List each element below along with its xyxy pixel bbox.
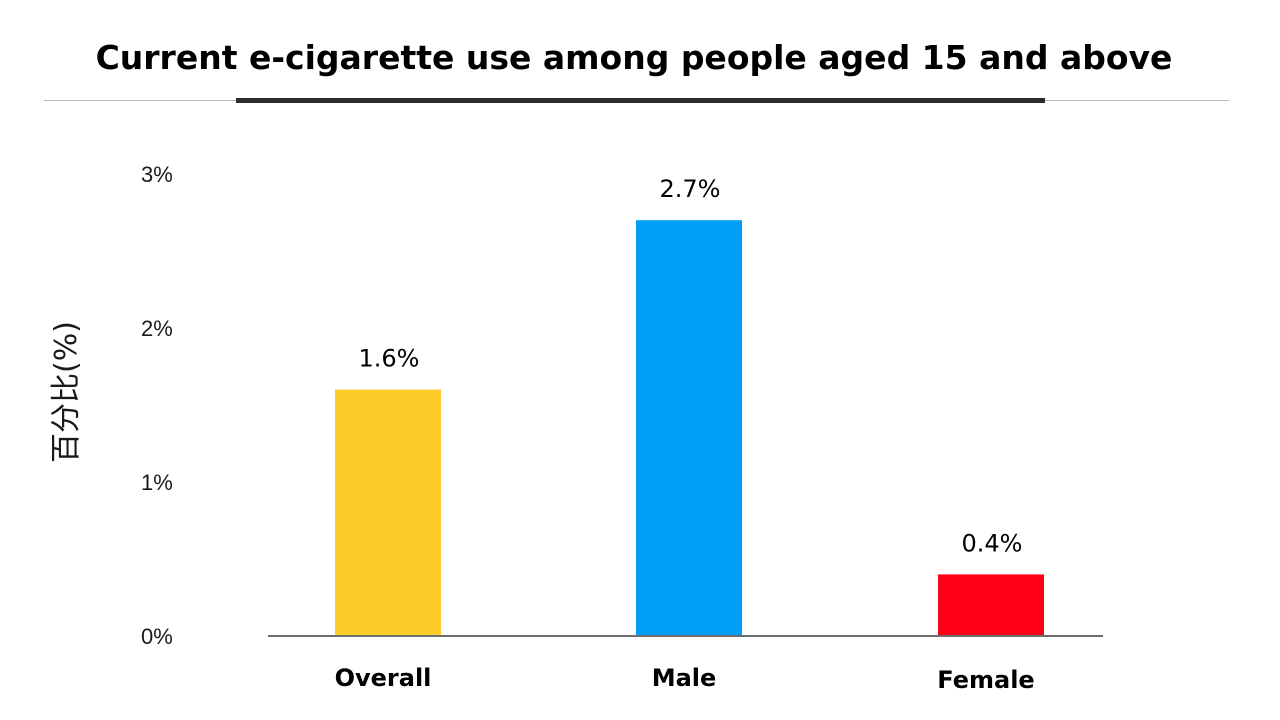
y-axis-ticks: 0% 1% 2% 3%: [141, 162, 173, 649]
bar-female: [938, 574, 1044, 636]
chart-title: Current e-cigarette use among people age…: [95, 38, 1173, 77]
category-labels: Overall Male Female: [335, 664, 1035, 694]
y-tick-label: 2%: [141, 316, 173, 341]
x-category-label: Female: [937, 666, 1034, 694]
y-tick-label: 1%: [141, 470, 173, 495]
bars: [335, 220, 1044, 636]
title-divider-thick: [236, 98, 1045, 103]
bar-male: [636, 220, 742, 636]
x-category-label: Overall: [335, 664, 432, 692]
y-tick-label: 0%: [141, 624, 173, 649]
value-label: 0.4%: [962, 529, 1023, 557]
value-label: 2.7%: [660, 175, 721, 203]
bar-overall: [335, 389, 441, 636]
y-tick-label: 3%: [141, 162, 173, 187]
value-label: 1.6%: [359, 345, 420, 373]
x-category-label: Male: [652, 664, 717, 692]
value-labels: 1.6% 2.7% 0.4%: [359, 175, 1023, 557]
y-axis-title: 百分比(%): [49, 321, 84, 463]
